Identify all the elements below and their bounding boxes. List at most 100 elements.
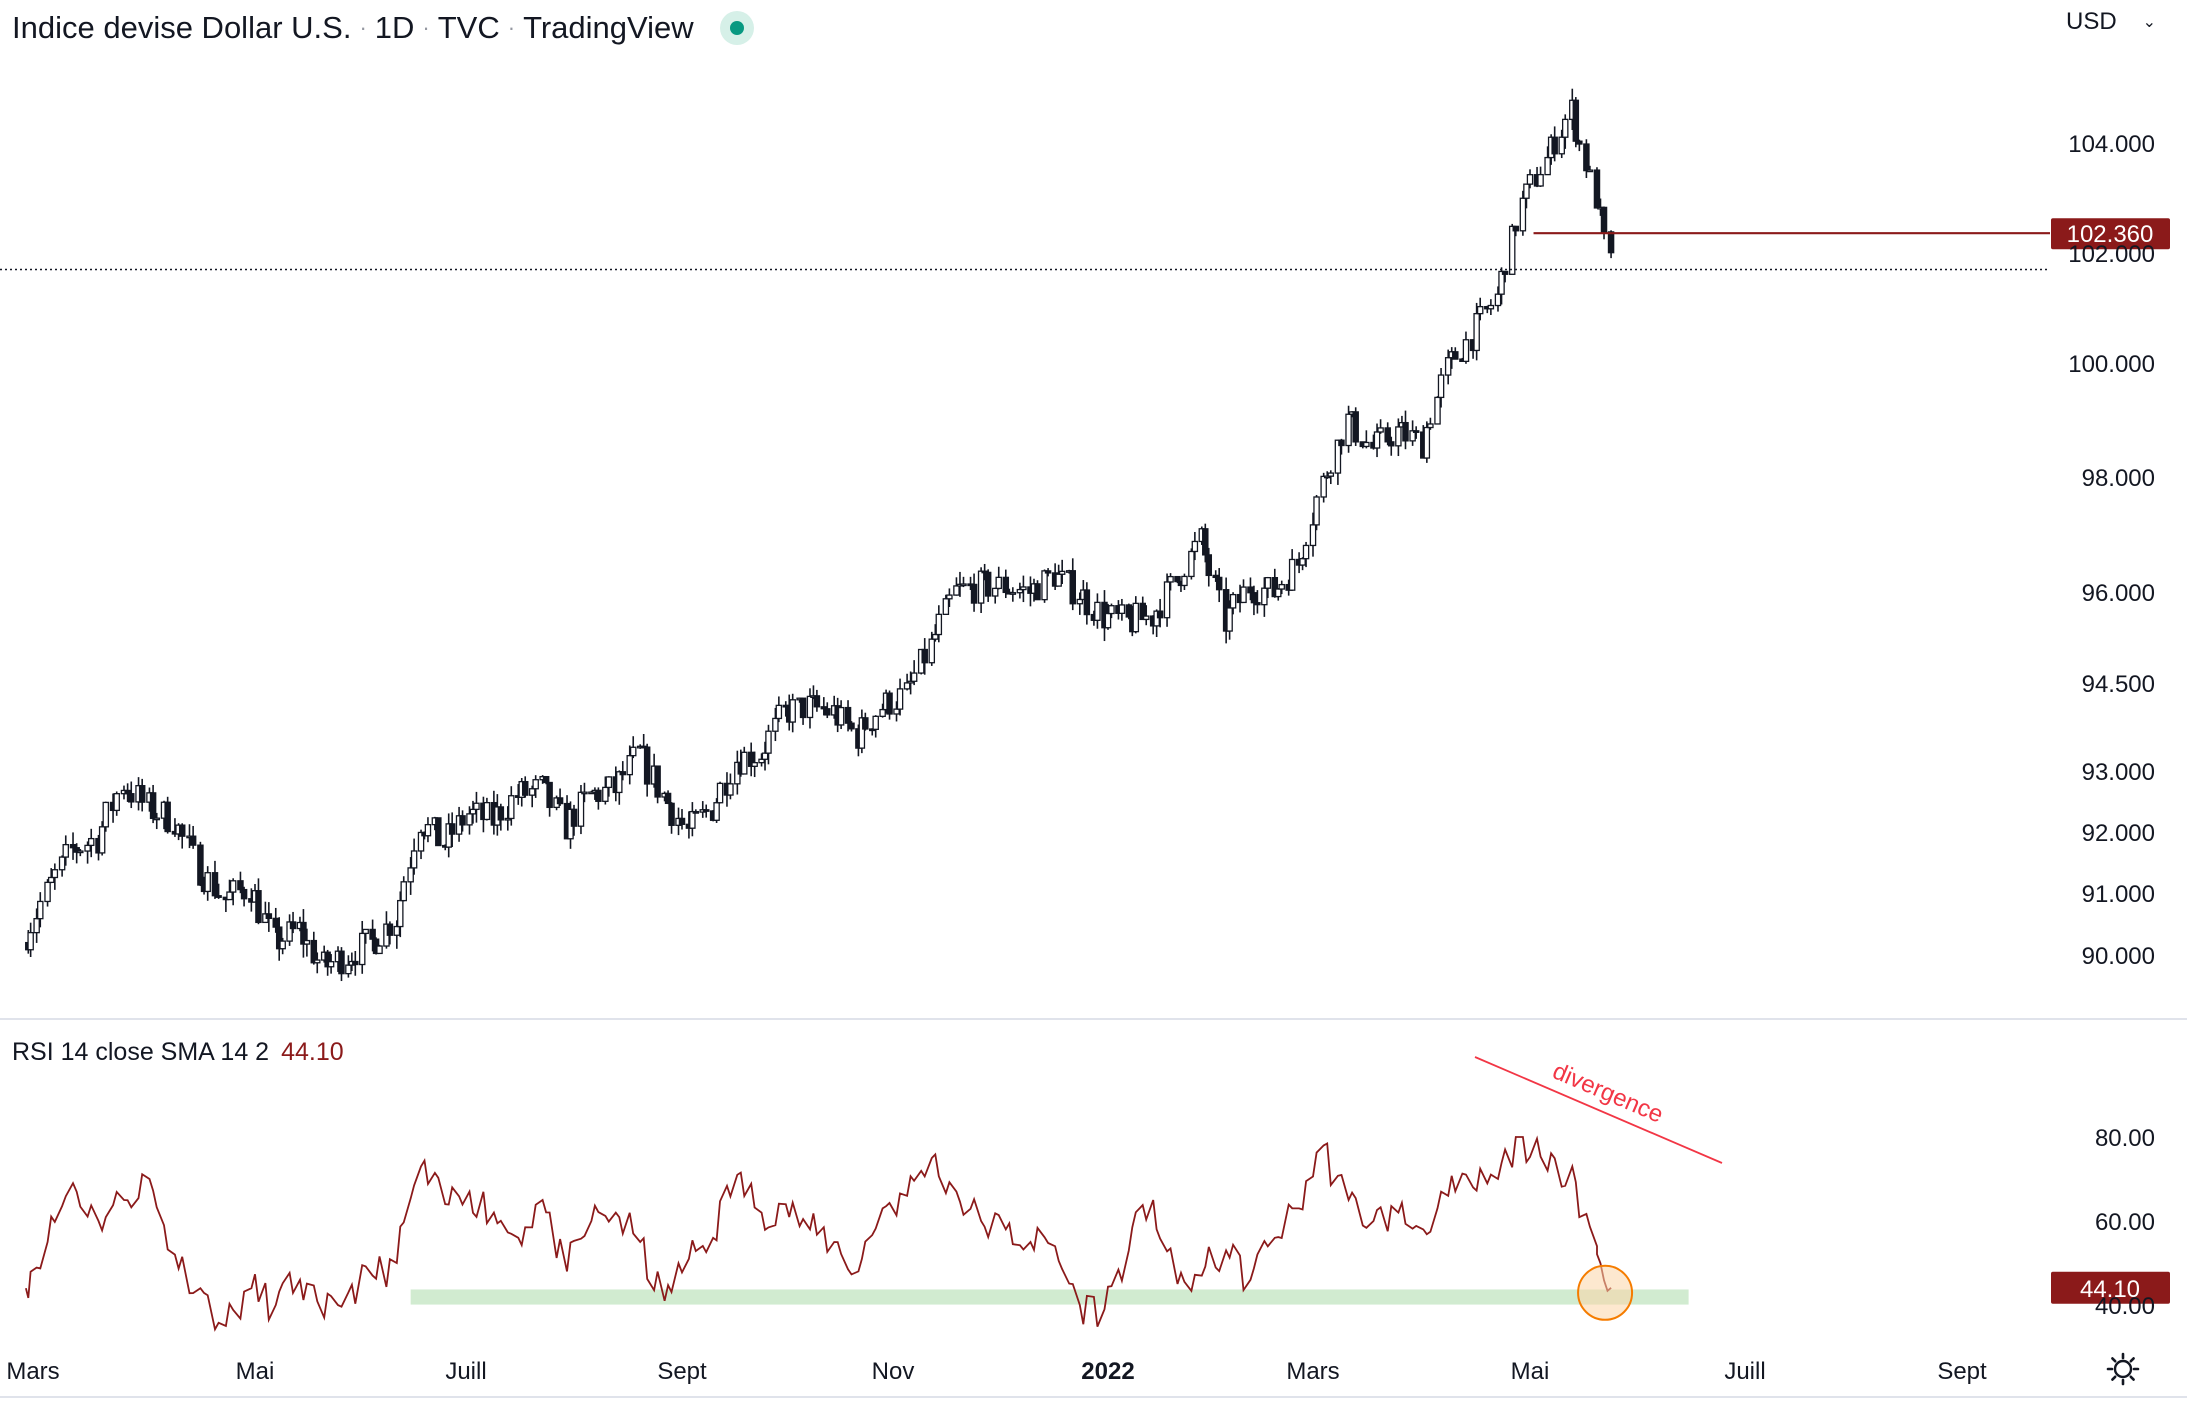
candle <box>921 638 928 675</box>
candle <box>102 801 110 832</box>
candle <box>678 809 686 830</box>
candle <box>824 702 831 719</box>
candle <box>1409 420 1416 446</box>
candle <box>1302 541 1310 568</box>
candle <box>654 765 661 804</box>
candle <box>164 796 171 834</box>
symbol-header[interactable]: Indice devise Dollar U.S. · 1D · TVC · T… <box>12 6 754 50</box>
candle <box>702 804 710 818</box>
candle <box>1094 593 1101 629</box>
candle <box>58 855 66 877</box>
candle <box>1572 97 1580 148</box>
candle <box>995 566 1002 590</box>
candle <box>1069 558 1077 611</box>
candle <box>1181 573 1188 591</box>
price-axis-tick: 102.000 <box>2068 241 2155 268</box>
candle <box>1240 579 1247 604</box>
candle <box>1174 575 1181 584</box>
symbol-name[interactable]: Indice devise Dollar U.S. <box>12 10 352 45</box>
time-axis-tick: Nov <box>872 1358 915 1385</box>
candle <box>1523 183 1530 209</box>
candle <box>397 891 404 938</box>
candle <box>1444 349 1452 385</box>
price-overlays: 102.360 <box>0 218 2170 271</box>
candle <box>1345 405 1352 453</box>
candle <box>1278 580 1285 595</box>
rsi-legend-value: 44.10 <box>281 1037 344 1066</box>
price-axis-tick: 98.000 <box>2082 465 2155 492</box>
candle <box>393 920 401 949</box>
candle <box>215 883 222 899</box>
candle <box>1352 407 1359 446</box>
rsi-legend-label: RSI 14 close SMA 14 2 <box>12 1037 270 1066</box>
candle <box>1167 573 1174 591</box>
candle <box>1412 426 1420 439</box>
interval-label[interactable]: 1D <box>374 10 415 45</box>
support-band[interactable] <box>410 1289 1689 1305</box>
candle <box>1327 470 1335 485</box>
candle <box>1271 568 1279 598</box>
candle <box>1320 472 1327 503</box>
candle <box>310 931 318 965</box>
candle <box>1427 417 1434 430</box>
candle <box>1395 418 1402 457</box>
candle <box>289 911 297 934</box>
candle <box>1494 286 1502 312</box>
header-separator: · <box>422 15 430 40</box>
candle <box>324 949 331 976</box>
candle <box>62 835 70 866</box>
candle <box>935 605 943 643</box>
candle <box>27 922 34 957</box>
candle <box>189 825 197 849</box>
currency-selector[interactable]: USD ⌄ <box>2066 6 2156 38</box>
candle <box>640 733 647 749</box>
candle <box>1229 592 1237 615</box>
candle <box>240 886 248 907</box>
candle <box>504 806 512 831</box>
candle <box>1323 471 1331 479</box>
candle <box>772 707 779 742</box>
candle <box>1544 146 1551 176</box>
candle <box>1275 588 1282 601</box>
divergence-label: divergence <box>1549 1058 1668 1129</box>
candle <box>1205 547 1213 587</box>
time-axis-tick: Mars <box>1286 1358 1339 1385</box>
candle <box>448 812 456 848</box>
candle <box>229 878 237 906</box>
market-status-icon[interactable] <box>719 11 754 45</box>
candle <box>602 776 609 805</box>
candle <box>581 782 588 803</box>
candle <box>113 791 120 816</box>
rsi-axis-tick: 40.00 <box>2095 1293 2155 1320</box>
price-axis-tick: 91.000 <box>2082 881 2155 908</box>
candle <box>1016 582 1024 599</box>
divergence-trendline[interactable] <box>1474 1056 1723 1164</box>
candle <box>84 841 91 864</box>
candle <box>903 673 911 691</box>
candle <box>1041 569 1048 603</box>
candle <box>1388 436 1395 456</box>
candle <box>300 909 307 958</box>
candle <box>556 788 564 806</box>
candle <box>1498 267 1505 305</box>
candle <box>1142 605 1150 626</box>
candle <box>1437 368 1445 408</box>
candle <box>1607 230 1615 259</box>
time-axis-tick: Juill <box>1724 1358 1765 1385</box>
candle <box>51 863 59 890</box>
rsi-axis-tick: 80.00 <box>2095 1125 2155 1152</box>
candle <box>984 569 992 602</box>
candle <box>1373 423 1381 458</box>
candle <box>837 700 845 730</box>
candle <box>1586 165 1594 173</box>
rsi-legend[interactable]: RSI 14 close SMA 14 2 44.10 <box>12 1034 344 1070</box>
candle <box>459 810 466 832</box>
candle <box>542 775 550 785</box>
candle <box>211 860 219 899</box>
candle <box>1384 422 1391 446</box>
rsi-highlight-circle[interactable] <box>1577 1264 1634 1321</box>
candle <box>806 688 814 729</box>
gear-icon[interactable] <box>2106 1352 2140 1386</box>
candle <box>369 919 376 952</box>
